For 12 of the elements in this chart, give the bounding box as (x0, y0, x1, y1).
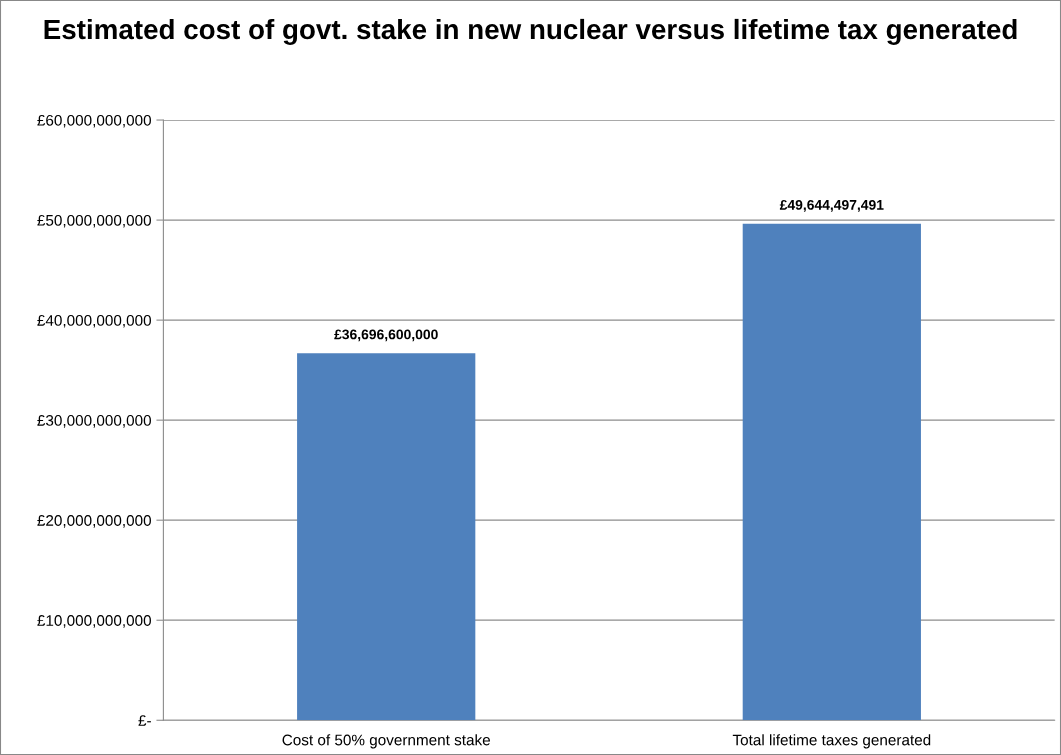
x-tick-label: Total lifetime taxes generated (732, 734, 931, 749)
y-tick-label: £40,000,000,000 (37, 314, 151, 328)
y-tick-label: £60,000,000,000 (37, 114, 151, 128)
y-tick-label: £- (138, 715, 151, 726)
data-label: £36,696,600,000 (334, 329, 438, 342)
y-tick-label: £10,000,000,000 (37, 615, 151, 628)
data-label: £49,644,497,491 (779, 199, 884, 212)
x-tick-label: Cost of 50% government stake (282, 734, 490, 749)
y-tick-label: £50,000,000,000 (37, 214, 151, 228)
chart-title: Estimated cost of govt. stake in new nuclear versus lifetime tax generated (44, 18, 1017, 45)
y-tick-label: £20,000,000,000 (37, 515, 151, 528)
y-tick-label: £30,000,000,000 (37, 415, 151, 428)
